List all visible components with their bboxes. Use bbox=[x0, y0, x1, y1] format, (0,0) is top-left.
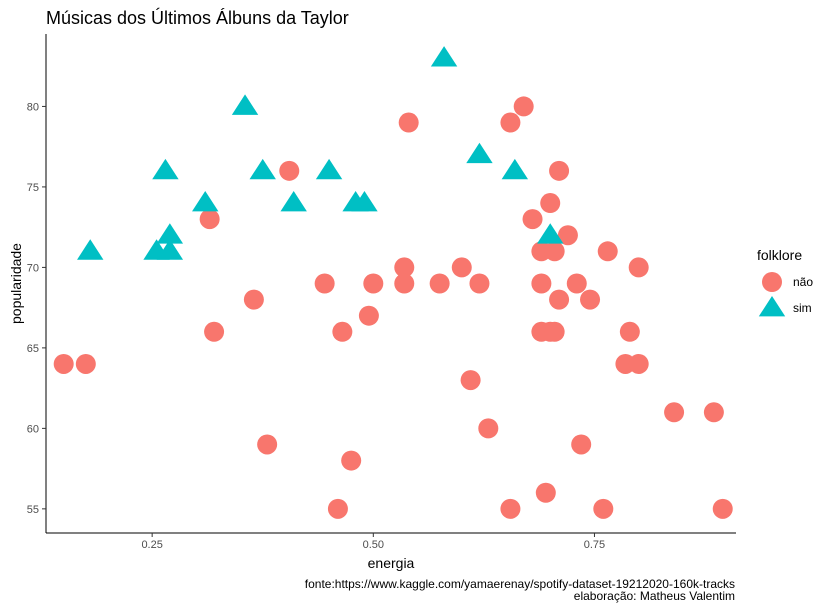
data-point-triangle bbox=[231, 94, 259, 115]
data-point-circle bbox=[358, 305, 379, 326]
data-point-circle bbox=[257, 434, 278, 455]
data-point-circle bbox=[363, 273, 384, 294]
data-point-triangle bbox=[152, 158, 179, 180]
y-tick-label: 75 bbox=[27, 182, 39, 194]
data-point-circle bbox=[279, 160, 300, 181]
data-point-circle bbox=[619, 321, 640, 342]
data-point-circle bbox=[549, 160, 570, 181]
legend-title: folklore bbox=[757, 247, 802, 263]
y-tick-label: 80 bbox=[27, 101, 39, 113]
data-point-circle bbox=[478, 418, 499, 439]
data-point-circle bbox=[398, 112, 419, 133]
data-point-circle bbox=[664, 402, 685, 423]
data-point-circle bbox=[429, 273, 450, 294]
data-point-circle bbox=[544, 241, 565, 262]
data-point-triangle bbox=[537, 223, 564, 244]
data-point-circle bbox=[199, 209, 220, 230]
data-point-circle bbox=[460, 370, 481, 391]
data-point-circle bbox=[628, 257, 649, 278]
data-point-circle bbox=[500, 112, 521, 133]
legend-key-circle bbox=[762, 272, 782, 292]
data-point-circle bbox=[204, 321, 225, 342]
data-point-circle bbox=[522, 209, 543, 230]
y-tick-label: 65 bbox=[27, 343, 39, 355]
data-point-triangle bbox=[156, 239, 184, 260]
caption-source: fonte:https://www.kaggle.com/yamaerenay/… bbox=[305, 577, 735, 591]
data-point-triangle bbox=[315, 158, 343, 180]
x-tick-label: 0.25 bbox=[141, 539, 162, 551]
data-point-circle bbox=[513, 96, 534, 117]
data-point-triangle bbox=[77, 239, 104, 260]
data-point-circle bbox=[557, 225, 578, 246]
data-point-circle bbox=[332, 321, 353, 342]
data-point-triangle bbox=[192, 191, 219, 212]
data-marks bbox=[53, 46, 733, 519]
data-point-circle bbox=[531, 273, 552, 294]
data-point-circle bbox=[53, 353, 74, 374]
axes: 0.25 0.50 0.75 55 60 65 70 75 80 bbox=[27, 34, 736, 551]
data-point-circle bbox=[243, 289, 264, 310]
data-point-triangle bbox=[156, 223, 184, 244]
data-point-circle bbox=[535, 482, 556, 503]
legend-label: sim bbox=[793, 301, 812, 315]
data-point-triangle bbox=[351, 191, 378, 212]
data-point-circle bbox=[469, 273, 490, 294]
data-point-circle bbox=[75, 353, 96, 374]
x-axis-title: energia bbox=[368, 555, 415, 571]
data-point-circle bbox=[327, 498, 348, 519]
legend-key-triangle bbox=[758, 296, 786, 317]
caption-author: elaboração: Matheus Valentim bbox=[574, 589, 735, 603]
legend-label: não bbox=[793, 275, 813, 289]
data-point-circle bbox=[394, 273, 415, 294]
x-tick-label: 0.75 bbox=[584, 539, 605, 551]
data-point-circle bbox=[451, 257, 472, 278]
data-point-circle bbox=[544, 321, 565, 342]
data-point-triangle bbox=[501, 158, 529, 180]
data-point-circle bbox=[566, 273, 587, 294]
y-axis-title: popularidade bbox=[8, 243, 24, 324]
data-point-circle bbox=[341, 450, 362, 471]
data-point-circle bbox=[549, 289, 570, 310]
data-point-circle bbox=[540, 193, 561, 214]
data-point-circle bbox=[712, 498, 733, 519]
data-point-circle bbox=[628, 353, 649, 374]
data-point-circle bbox=[703, 402, 724, 423]
data-point-circle bbox=[571, 434, 592, 455]
legend: folklore não sim bbox=[757, 247, 813, 317]
x-tick-label: 0.50 bbox=[363, 539, 384, 551]
data-point-circle bbox=[580, 289, 601, 310]
data-point-triangle bbox=[466, 142, 493, 164]
data-point-circle bbox=[394, 257, 415, 278]
data-point-triangle bbox=[249, 158, 276, 180]
y-tick-label: 60 bbox=[27, 423, 39, 435]
y-tick-label: 55 bbox=[27, 504, 39, 516]
data-point-triangle bbox=[430, 46, 458, 67]
data-point-circle bbox=[314, 273, 335, 294]
data-point-circle bbox=[597, 241, 618, 262]
data-point-circle bbox=[500, 498, 521, 519]
data-point-triangle bbox=[280, 191, 307, 212]
data-point-circle bbox=[593, 498, 614, 519]
y-tick-label: 70 bbox=[27, 262, 39, 274]
chart-title: Músicas dos Últimos Álbuns da Taylor bbox=[46, 7, 349, 28]
